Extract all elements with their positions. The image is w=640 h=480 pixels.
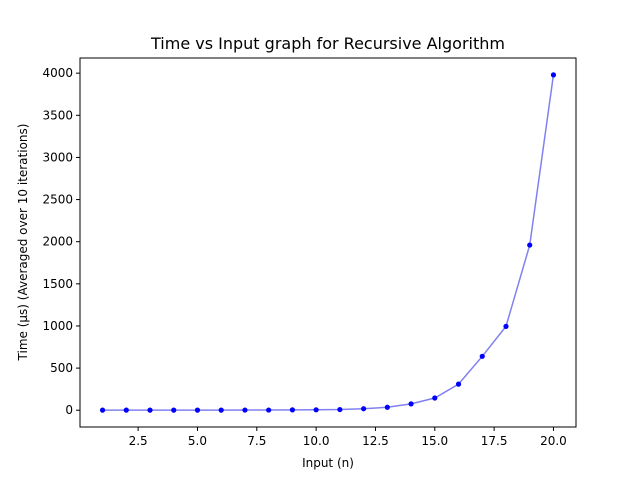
x-tick-label: 12.5	[362, 434, 389, 448]
x-tick-label: 2.5	[129, 434, 148, 448]
data-point	[337, 406, 343, 413]
data-point	[503, 323, 509, 329]
y-tick-label: 4000	[42, 66, 73, 80]
series-line	[102, 74, 555, 411]
y-tick-label: 3500	[42, 108, 73, 122]
y-tick-label: 2000	[42, 235, 73, 249]
data-point	[384, 404, 390, 410]
data-point	[550, 72, 557, 78]
x-tick-label: 17.5	[481, 434, 508, 448]
data-point	[171, 407, 177, 413]
data-point	[266, 407, 272, 413]
x-tick-label: 20.0	[540, 434, 567, 448]
y-axis-title: Time (µs) (Averaged over 10 iterations)	[16, 124, 30, 362]
axes-frame	[79, 57, 577, 428]
data-point	[147, 407, 153, 413]
x-axis: 2.5 5.0 7.5 10.0 12.5 15.0 17.5 20.0	[129, 427, 567, 448]
data-point	[242, 407, 248, 413]
chart-title: Time vs Input graph for Recursive Algori…	[150, 34, 505, 53]
x-tick-label: 15.0	[421, 434, 448, 448]
x-axis-title: Input (n)	[302, 456, 354, 470]
data-point	[218, 407, 224, 413]
y-axis: 0 500 1000 1500 2000 2500 3000 3500 4000	[42, 66, 80, 417]
y-tick-label: 0	[65, 403, 73, 417]
y-tick-label: 1500	[42, 277, 73, 291]
data-point	[527, 242, 533, 248]
data-point	[479, 353, 485, 359]
data-point	[360, 406, 367, 412]
data-point	[455, 381, 462, 387]
x-tick-label: 10.0	[303, 434, 330, 448]
y-tick-label: 1000	[42, 319, 73, 333]
x-tick-label: 7.5	[247, 434, 266, 448]
data-point	[432, 395, 438, 401]
data-point	[313, 407, 319, 413]
y-tick-label: 3000	[42, 150, 73, 164]
y-tick-label: 2500	[42, 193, 73, 207]
data-point	[194, 407, 201, 413]
y-tick-label: 500	[50, 361, 73, 375]
x-tick-label: 5.0	[188, 434, 207, 448]
data-point	[408, 401, 414, 407]
data-point	[99, 407, 106, 413]
plot-area	[99, 72, 557, 413]
data-point	[289, 407, 296, 413]
data-point	[123, 407, 129, 413]
